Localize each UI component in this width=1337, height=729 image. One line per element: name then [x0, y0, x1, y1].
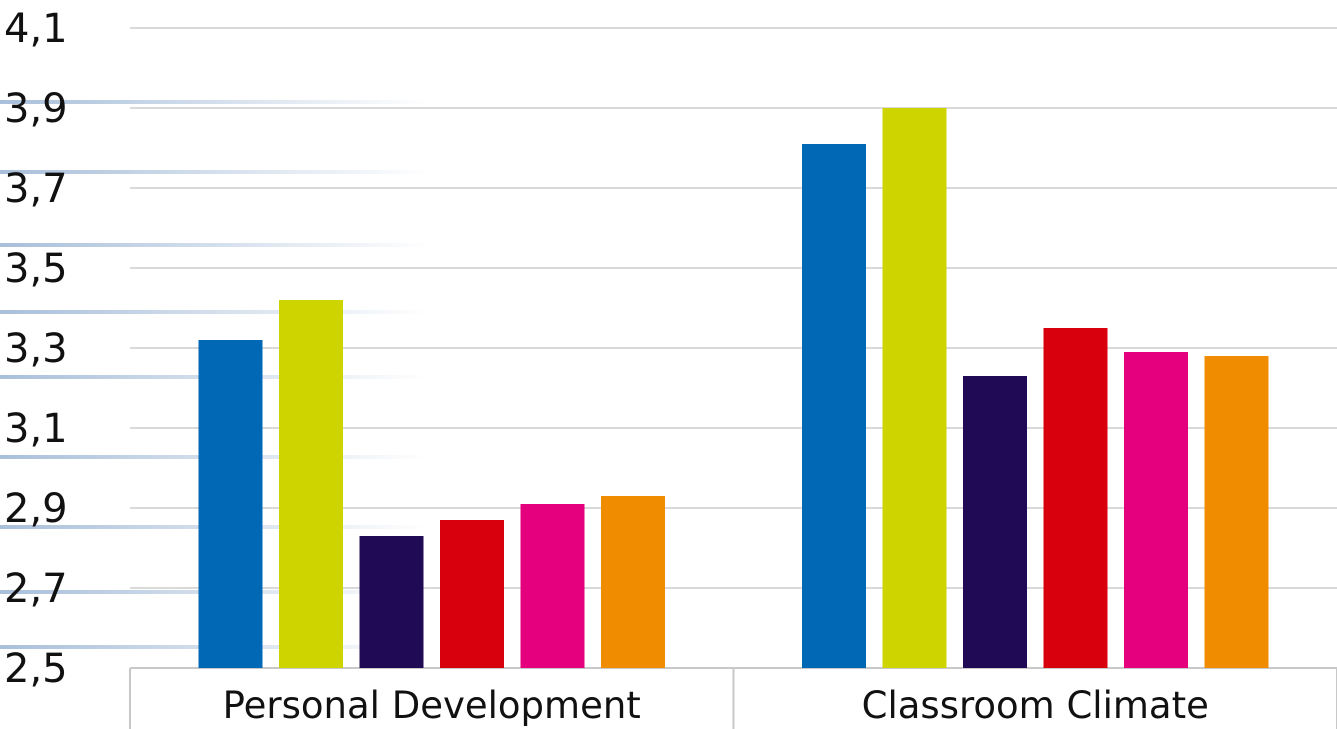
y-tick-label: 2,5 — [4, 646, 68, 692]
y-tick-label: 3,5 — [4, 246, 68, 292]
bars — [198, 108, 1269, 668]
x-tick-label: Classroom Climate — [862, 684, 1209, 727]
y-tick-label: 3,1 — [4, 406, 68, 452]
bar — [279, 300, 343, 668]
bar — [802, 144, 866, 668]
background-streak — [0, 100, 430, 104]
x-tick-label: Personal Development — [223, 684, 641, 727]
bar — [1124, 352, 1188, 668]
bar — [1043, 328, 1108, 668]
bar — [601, 496, 665, 668]
y-tick-label: 4,1 — [4, 6, 68, 52]
background-streak — [0, 243, 430, 247]
bar — [440, 520, 504, 668]
y-tick-label: 2,7 — [4, 566, 68, 612]
y-tick-label: 2,9 — [4, 486, 68, 532]
bar — [882, 108, 947, 668]
y-tick-label: 3,3 — [4, 326, 68, 372]
bar — [359, 536, 424, 668]
y-axis: 2,5 2,7 2,9 3,1 3,3 3,5 3,7 3,9 4,1 — [4, 6, 68, 692]
background-streak — [0, 170, 430, 174]
bar — [963, 376, 1027, 668]
y-tick-label: 3,7 — [4, 166, 68, 212]
y-tick-label: 3,9 — [4, 86, 68, 132]
bar — [198, 340, 263, 668]
background-streak — [0, 310, 430, 314]
bar — [1204, 356, 1269, 668]
bar — [520, 504, 585, 668]
x-axis: Personal Development Classroom Climate — [129, 667, 1337, 729]
